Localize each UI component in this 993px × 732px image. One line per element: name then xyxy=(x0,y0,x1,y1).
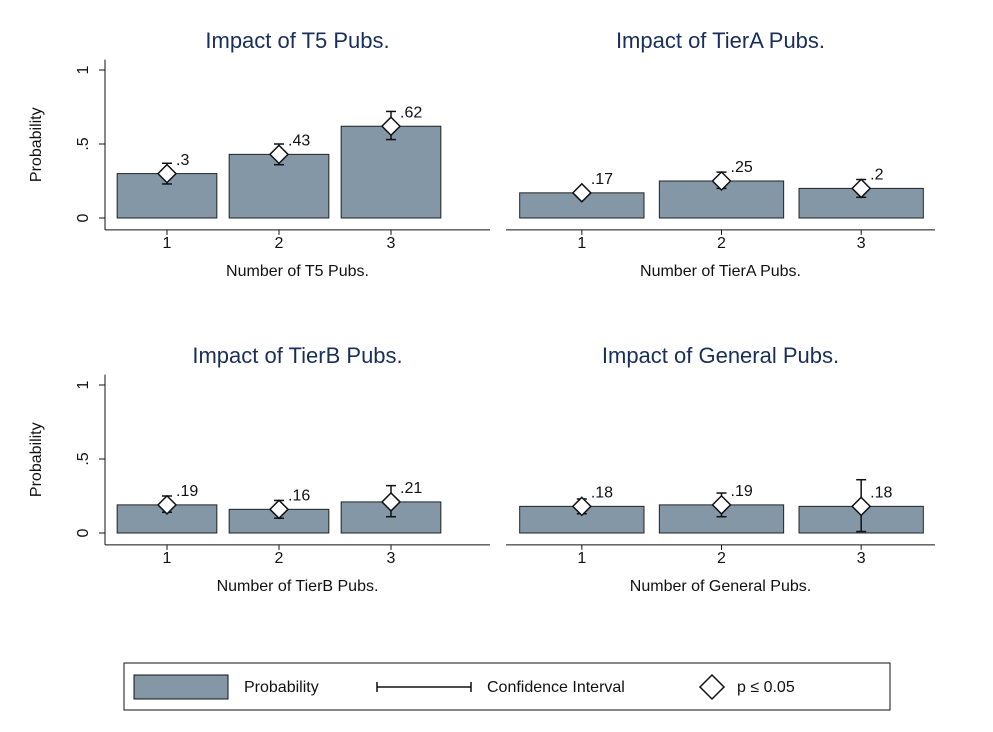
value-label: .2 xyxy=(870,167,883,184)
value-label: .18 xyxy=(870,485,892,502)
value-label: .3 xyxy=(176,152,189,169)
x-tick-label: 1 xyxy=(577,550,586,567)
legend: Probability Confidence Interval p ≤ 0.05 xyxy=(123,662,891,711)
legend-label: p ≤ 0.05 xyxy=(737,679,795,696)
value-label: .18 xyxy=(591,485,613,502)
point-diamond xyxy=(380,491,402,512)
value-label: .19 xyxy=(176,483,198,500)
y-tick-label: 0 xyxy=(75,213,92,222)
point-diamond xyxy=(156,163,178,184)
x-axis-label: Number of TierB Pubs. xyxy=(217,578,379,595)
y-tick-label: 0 xyxy=(75,528,92,537)
point-diamond xyxy=(711,494,732,515)
x-tick-label: 2 xyxy=(717,235,726,252)
x-tick-label: 2 xyxy=(275,235,284,252)
panel-title: Impact of T5 Pubs. xyxy=(205,28,389,53)
x-tick-label: 3 xyxy=(857,550,866,567)
x-tick-label: 1 xyxy=(163,550,172,567)
legend-label: Probability xyxy=(244,679,319,696)
point-diamond xyxy=(851,178,872,199)
point-diamond xyxy=(851,496,872,517)
value-label: .43 xyxy=(288,133,310,150)
point-diamond xyxy=(268,499,290,520)
x-axis-label: Number of TierA Pubs. xyxy=(640,263,801,280)
point-diamond xyxy=(711,170,732,192)
value-label: .19 xyxy=(731,483,753,500)
x-tick-label: 3 xyxy=(387,235,396,252)
x-tick-label: 1 xyxy=(577,235,586,252)
x-axis-label: Number of T5 Pubs. xyxy=(226,263,369,280)
x-tick-label: 1 xyxy=(163,235,172,252)
value-label: .16 xyxy=(288,488,310,505)
point-diamond xyxy=(380,116,402,137)
panel-title: Impact of General Pubs. xyxy=(602,343,839,368)
panel-title: Impact of TierA Pubs. xyxy=(616,28,825,53)
point-diamond xyxy=(571,182,592,203)
point-diamond xyxy=(156,494,178,515)
value-label: .17 xyxy=(591,171,613,188)
x-tick-label: 2 xyxy=(275,550,284,567)
x-tick-label: 3 xyxy=(857,235,866,252)
value-label: .25 xyxy=(731,159,753,176)
legend-box xyxy=(123,662,891,711)
legend-diamond xyxy=(698,673,726,701)
value-label: .62 xyxy=(400,104,422,121)
x-axis-label: Number of General Pubs. xyxy=(630,578,811,595)
legend-swatch xyxy=(133,674,229,700)
panel-title: Impact of TierB Pubs. xyxy=(192,343,402,368)
y-tick-label: 1 xyxy=(75,65,92,74)
bar xyxy=(340,125,442,219)
bar xyxy=(116,173,218,219)
value-label: .21 xyxy=(400,480,422,497)
y-axis-label: Probability xyxy=(28,422,45,497)
point-diamond xyxy=(571,496,592,517)
y-tick-label: .5 xyxy=(75,137,92,150)
y-tick-label: 1 xyxy=(75,380,92,389)
y-axis-label: Probability xyxy=(28,107,45,182)
y-tick-label: .5 xyxy=(75,452,92,465)
x-tick-label: 2 xyxy=(717,550,726,567)
point-diamond xyxy=(268,144,290,165)
legend-label: Confidence Interval xyxy=(487,679,625,696)
x-tick-label: 3 xyxy=(387,550,396,567)
